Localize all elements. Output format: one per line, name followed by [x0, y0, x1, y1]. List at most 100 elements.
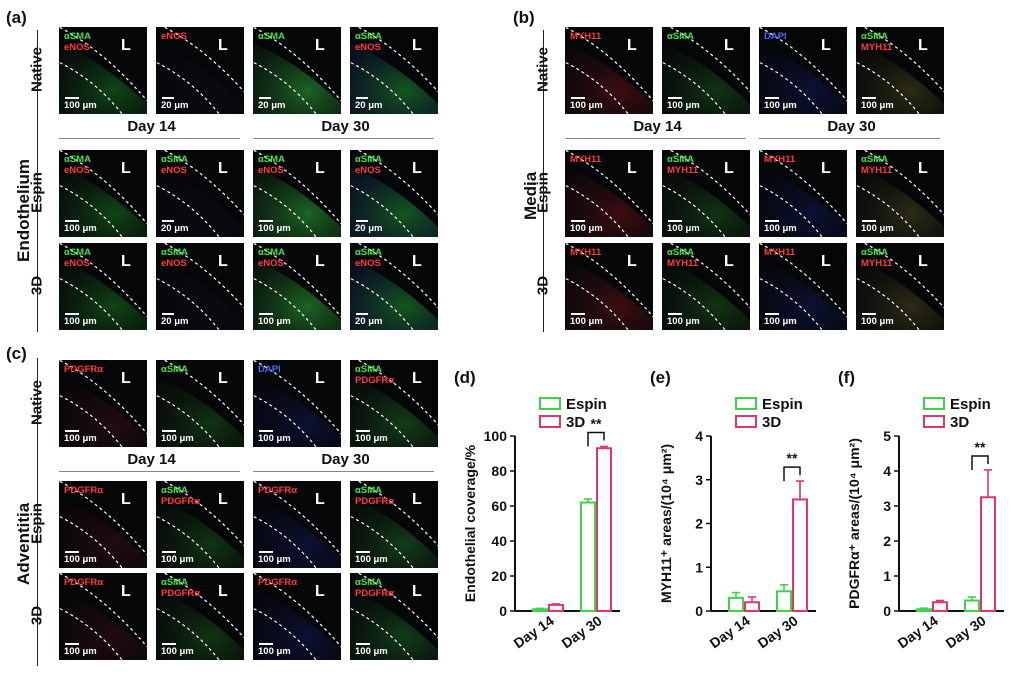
legend-swatch-3D [539, 415, 561, 428]
stain-label: PDGFRα [64, 485, 104, 496]
micrograph-c-r0-c0: PDGFRα L 100 μm [59, 360, 147, 447]
lumen-marker: L [315, 253, 325, 270]
bar-3D-Day-30 [792, 498, 808, 612]
lumen-marker: L [821, 160, 831, 177]
stain-labels: PDGFRα [258, 577, 297, 588]
scale-bar [571, 313, 585, 315]
scale-bar [162, 220, 174, 222]
tissue-overlay [59, 360, 147, 447]
stain-label: PDGFRα [355, 588, 395, 599]
micrograph-b-r2-c3: αSMA MYH11 L 100 μm [856, 243, 944, 330]
scale-bar-label: 100 μm [764, 223, 797, 234]
stain-labels: MYH11 [570, 31, 601, 42]
stain-labels: αSMA [667, 31, 694, 42]
y-axis-label: Endothelial coverage/% [462, 444, 478, 602]
stain-label: αSMA [355, 247, 382, 258]
panel-b-letter: (b) [513, 8, 535, 27]
scale-bar-label: 100 μm [764, 316, 797, 327]
y-tick-label: 20 [491, 568, 507, 584]
stain-labels: PDGFRα [258, 485, 297, 496]
stain-labels: αSMA MYH11 [861, 31, 892, 53]
micrograph-b-r2-c0: MYH11 L 100 μm [565, 243, 653, 330]
tissue-overlay [350, 481, 438, 568]
micrograph-a-r0-c2: αSMA L 20 μm [253, 27, 341, 114]
stain-label: PDGFRα [355, 375, 395, 386]
stain-labels: αSMA MYH11 [861, 154, 892, 176]
stain-label: αSMA [355, 154, 382, 165]
scale-bar-label: 100 μm [64, 223, 97, 234]
lumen-marker: L [412, 253, 422, 270]
tissue-overlay [856, 150, 944, 237]
stain-label: MYH11 [667, 258, 699, 269]
stain-label: PDGFRα [355, 496, 395, 507]
scale-bar [162, 643, 176, 645]
bar-Espin-Day-30 [776, 590, 792, 612]
stain-label: DAPI [764, 31, 787, 42]
lumen-marker: L [218, 491, 228, 508]
stain-label: eNOS [355, 258, 381, 269]
y-tick-label: 2 [695, 516, 703, 532]
legend-label-Espin: Espin [566, 396, 607, 413]
tissue-overlay [662, 27, 750, 114]
tissue-overlay [253, 481, 341, 568]
scale-bar [356, 220, 368, 222]
tissue-overlay [856, 243, 944, 330]
scale-bar-label: 100 μm [64, 554, 97, 565]
significance-bracket [783, 466, 801, 482]
stain-label: MYH11 [764, 154, 796, 165]
stain-label: PDGFRα [64, 577, 104, 588]
lumen-marker: L [918, 160, 928, 177]
stain-labels: αSMA eNOS [161, 247, 188, 269]
scale-bar-label: 100 μm [258, 646, 291, 657]
bar-3D-Day-14 [744, 601, 760, 612]
y-tick-label: 40 [491, 533, 507, 549]
bar-Espin-Day-30 [964, 599, 980, 612]
stain-label: eNOS [64, 42, 90, 53]
bar-Espin-Day-30 [580, 501, 596, 612]
scale-bar [259, 313, 273, 315]
scale-bar-label: 100 μm [570, 316, 603, 327]
tissue-overlay [253, 150, 341, 237]
tissue-overlay [253, 243, 341, 330]
scale-bar [356, 313, 368, 315]
micrograph-b-r0-c2: DAPI L 100 μm [759, 27, 847, 114]
row-label-b-3d: 3D [534, 275, 552, 295]
stain-labels: DAPI [258, 364, 281, 375]
y-tick-label: 0 [883, 603, 891, 619]
tissue-overlay [350, 150, 438, 237]
stain-label: MYH11 [570, 247, 602, 258]
tissue-overlay [350, 243, 438, 330]
col-header-b-day14: Day 14 [633, 118, 682, 135]
y-tick-label: 0 [695, 603, 703, 619]
stain-label: αSMA [161, 577, 188, 588]
stain-labels: MYH11 [570, 247, 601, 258]
stain-labels: PDGFRα [64, 485, 103, 496]
legend-label-Espin: Espin [762, 396, 803, 413]
scale-bar-label: 20 μm [258, 100, 286, 111]
micrograph-a-r2-c3: αSMA eNOS L 20 μm [350, 243, 438, 330]
y-tick-label: 3 [883, 498, 891, 514]
y-tick-label: 5 [883, 428, 891, 444]
scale-bar [571, 220, 585, 222]
stain-labels: αSMA PDGFRα [355, 485, 394, 507]
x-tick-label: Day 14 [707, 612, 753, 651]
lumen-marker: L [412, 160, 422, 177]
bar-Espin-Day-14 [728, 596, 744, 612]
lumen-marker: L [315, 160, 325, 177]
micrograph-a-r0-c1: eNOS L 20 μm [156, 27, 244, 114]
col-header-a-day14: Day 14 [127, 118, 176, 135]
stain-labels: αSMA eNOS [355, 31, 382, 53]
stain-label: eNOS [258, 258, 284, 269]
scale-bar-label: 100 μm [570, 223, 603, 234]
stain-label: αSMA [258, 31, 285, 42]
scale-bar [571, 97, 585, 99]
scale-bar-label: 20 μm [355, 100, 383, 111]
y-axis-label: MYH11⁺ areas/(10⁴ μm²) [658, 444, 674, 603]
panel-a-letter: (a) [6, 8, 27, 27]
lumen-marker: L [121, 160, 131, 177]
lumen-marker: L [627, 253, 637, 270]
y-tick-label: 4 [695, 428, 703, 444]
col-rule-b-day14 [565, 138, 746, 139]
row-label-c-3d: 3D [28, 605, 46, 625]
stain-labels: αSMA MYH11 [667, 247, 698, 269]
